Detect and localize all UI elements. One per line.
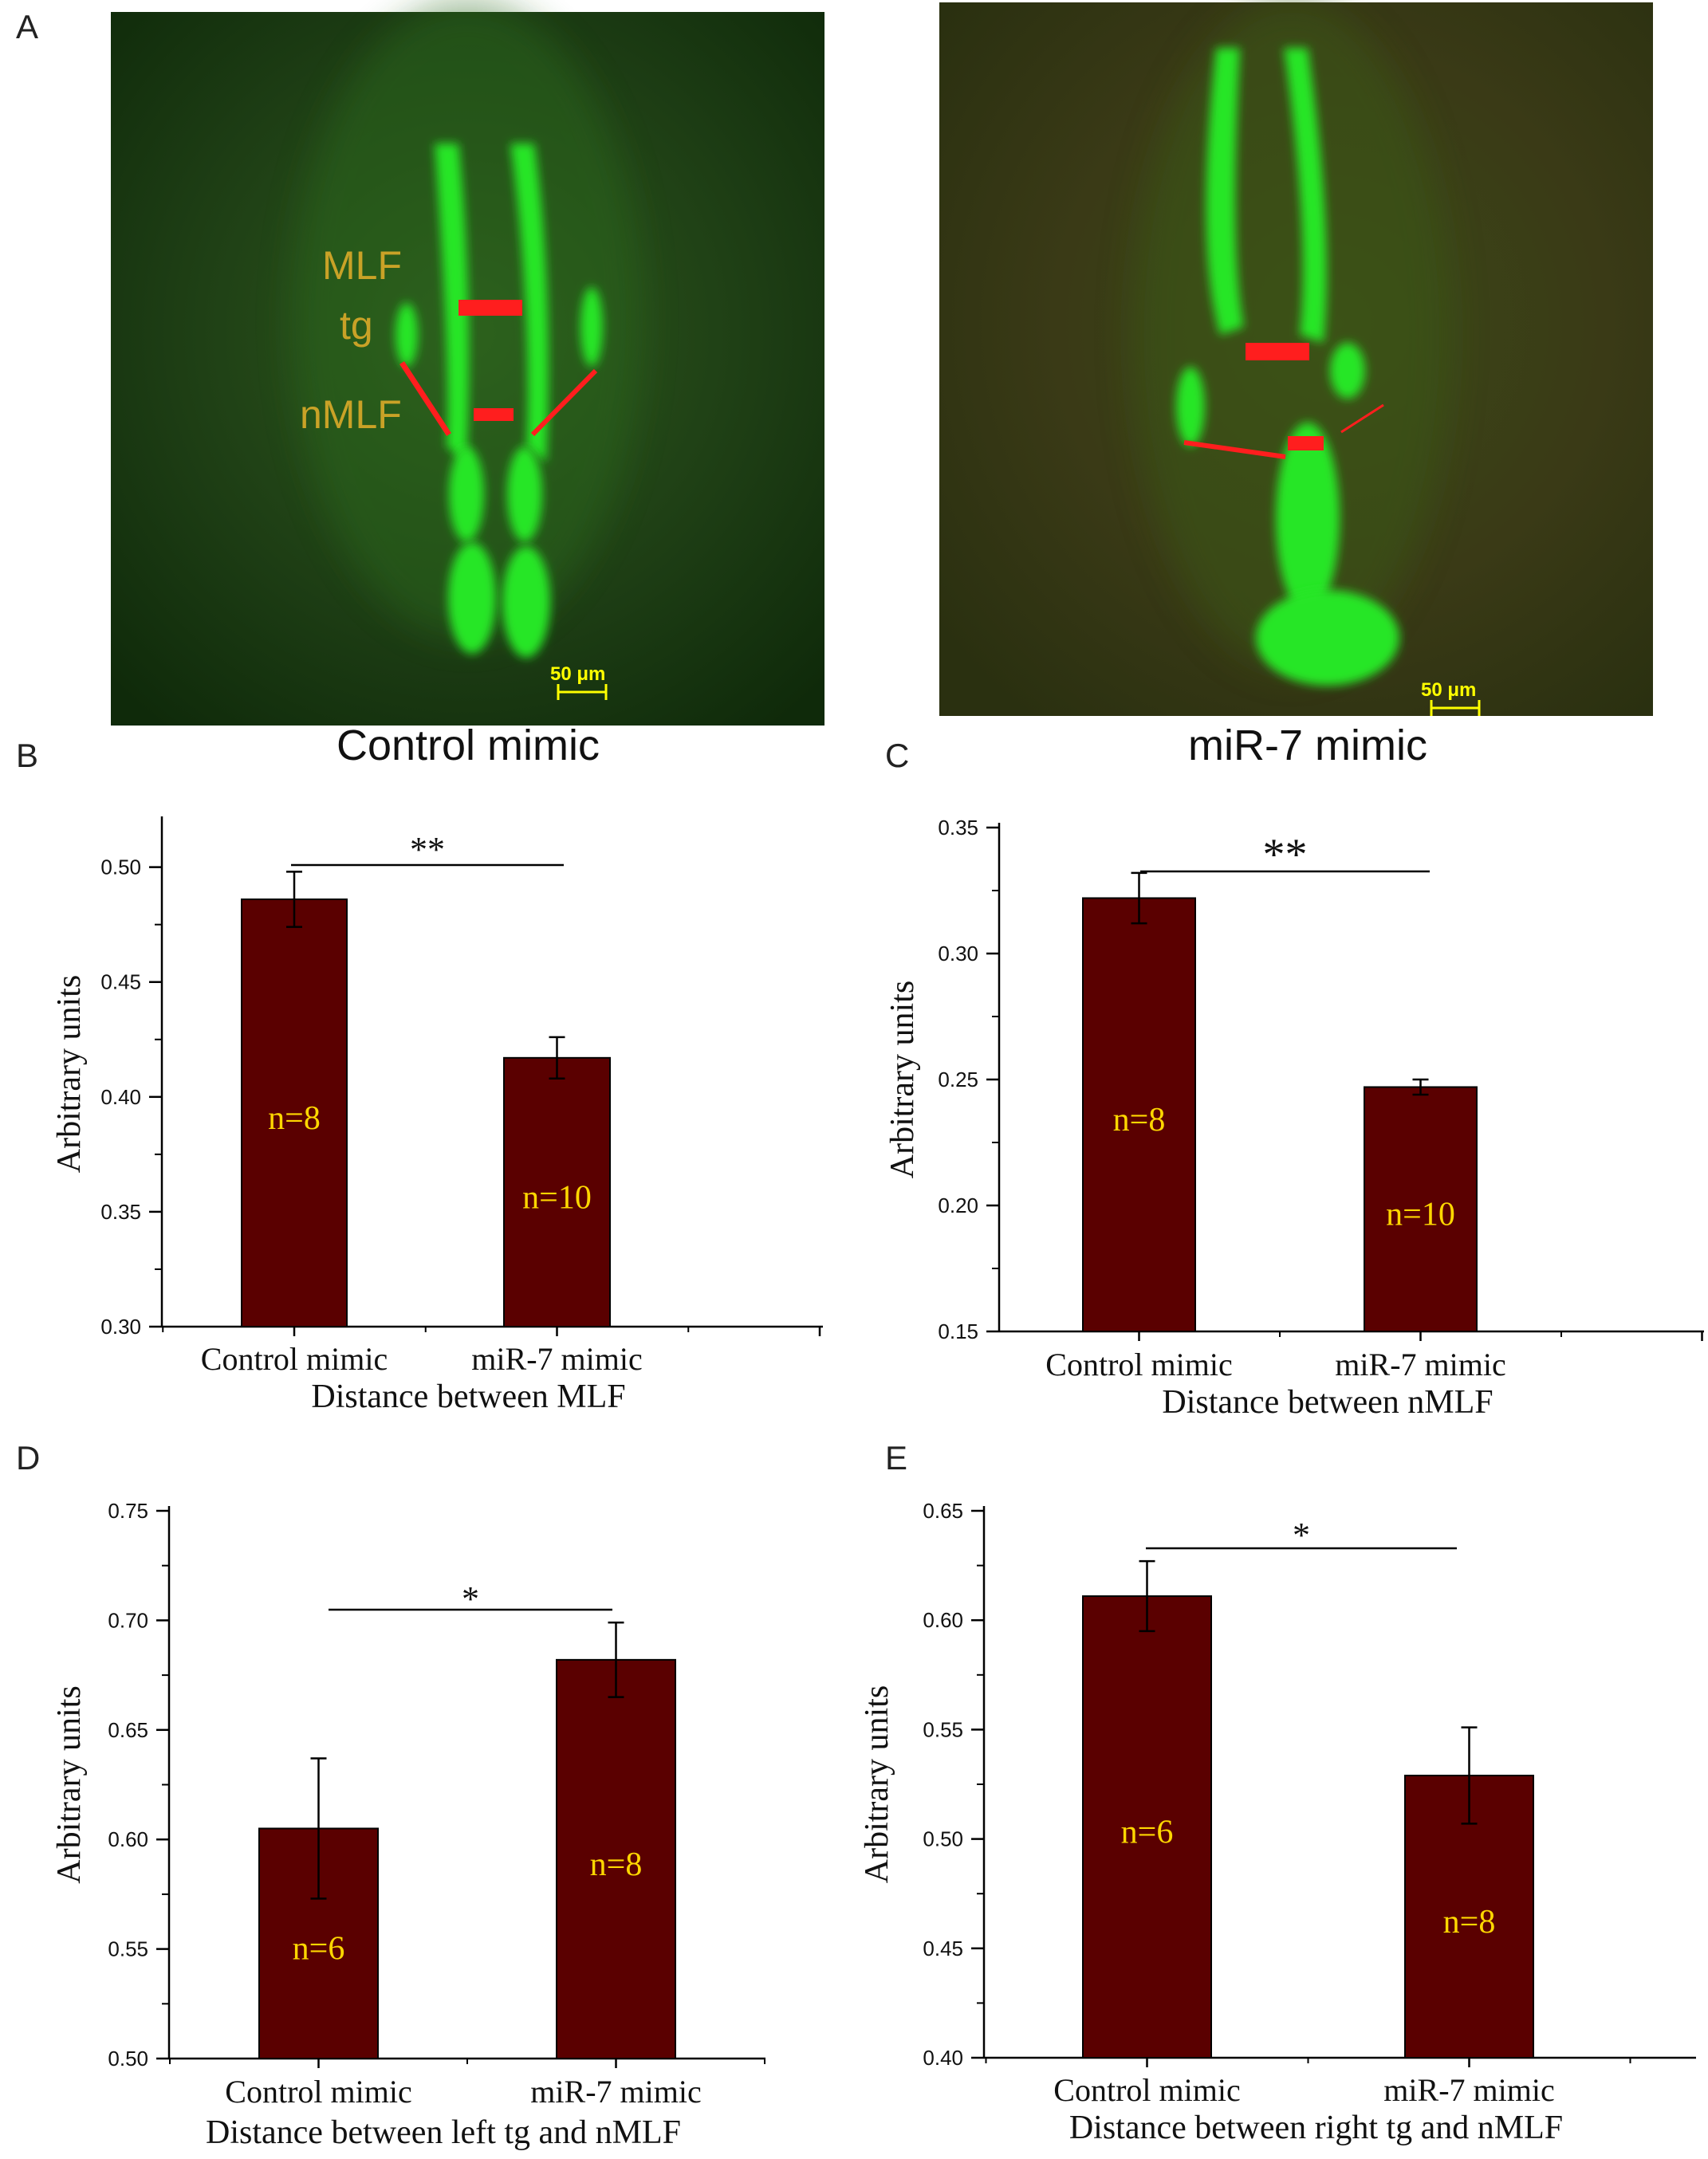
chart-e: 0.40 0.45 0.50 0.55 0.60 0.65 n=6 Control mimic… xyxy=(859,1499,1696,2146)
y-tick-label: 0.20 xyxy=(938,1194,978,1217)
mlf-marker-mir7 xyxy=(1246,343,1309,360)
nmlf-marker-mir7 xyxy=(1288,436,1324,450)
micrograph-mir7: 50 μm xyxy=(939,0,1653,716)
significance-stars: * xyxy=(1293,1516,1310,1555)
bar-n-label: n=8 xyxy=(590,1846,643,1883)
y-tick-label: 0.15 xyxy=(938,1319,978,1343)
y-tick-label: 0.55 xyxy=(108,1937,148,1961)
scale-bar-mir7-label: 50 μm xyxy=(1421,679,1476,701)
caption-mir7: miR-7 mimic xyxy=(1188,722,1427,769)
y-tick-label: 0.60 xyxy=(923,1608,963,1632)
tg-line-left-control xyxy=(399,361,451,436)
x-category-label: miR-7 mimic xyxy=(471,1341,642,1377)
x-category-label: miR-7 mimic xyxy=(530,2074,701,2110)
bar-n-label: n=6 xyxy=(1121,1815,1174,1851)
tg-line-right-mir7 xyxy=(1340,403,1384,434)
y-tick-label: 0.65 xyxy=(923,1499,963,1523)
caption-control: Control mimic xyxy=(336,722,600,769)
y-tick-label: 0.65 xyxy=(108,1718,148,1742)
significance-stars: ** xyxy=(1263,830,1308,879)
x-category-label: Control mimic xyxy=(201,1341,388,1377)
panel-letter-b: B xyxy=(16,737,38,774)
x-axis-title: Distance between left tg and nMLF xyxy=(206,2114,681,2151)
significance-stars: ** xyxy=(410,830,445,869)
x-category-label: Control mimic xyxy=(1045,1347,1232,1382)
bar xyxy=(1364,1086,1478,1332)
bar-n-label: n=10 xyxy=(522,1179,592,1216)
micrograph-control-fluorescence xyxy=(292,0,643,658)
y-tick-label: 0.30 xyxy=(938,942,978,965)
y-axis-title: Arbitrary units xyxy=(884,981,921,1178)
y-tick-label: 0.30 xyxy=(100,1315,141,1339)
panel-letter-c: C xyxy=(885,737,909,774)
bar-n-label: n=6 xyxy=(293,1931,345,1968)
bar-n-label: n=8 xyxy=(268,1100,321,1137)
y-tick-label: 0.70 xyxy=(108,1608,148,1632)
bar-n-label: n=8 xyxy=(1113,1102,1166,1138)
y-tick-label: 0.35 xyxy=(100,1200,141,1224)
chart-c: 0.15 0.20 0.25 0.30 0.35 n=8 Control mimic n=10… xyxy=(884,816,1704,1421)
y-axis-title: Arbitrary units xyxy=(51,975,88,1173)
y-tick-label: 0.45 xyxy=(100,970,141,994)
label-mlf: MLF xyxy=(322,243,402,288)
x-category-label: Control mimic xyxy=(225,2074,411,2110)
mlf-marker-control xyxy=(458,300,522,316)
panel-letter-e: E xyxy=(885,1439,907,1477)
x-axis-title: Distance between MLF xyxy=(311,1378,625,1415)
y-tick-label: 0.50 xyxy=(108,2047,148,2071)
label-nmlf: nMLF xyxy=(300,392,402,437)
y-axis-title: Arbitrary units xyxy=(51,1685,88,1883)
y-tick-label: 0.45 xyxy=(923,1937,963,1960)
scale-bar-mir7: 50 μm xyxy=(1421,679,1481,716)
y-tick-label: 0.50 xyxy=(100,855,141,879)
scale-bar-control-label: 50 μm xyxy=(550,663,605,685)
chart-d: 0.50 0.55 0.60 0.65 0.70 0.75 n=6 Control mimic… xyxy=(51,1499,765,2151)
x-axis-title: Distance between right tg and nMLF xyxy=(1069,2110,1563,2146)
panel-letter-d: D xyxy=(16,1439,40,1477)
bar xyxy=(556,1658,676,2059)
label-tg: tg xyxy=(340,303,373,348)
x-category-label: Control mimic xyxy=(1053,2072,1240,2108)
panel-letter-a: A xyxy=(16,8,38,45)
tg-line-left-mir7 xyxy=(1183,440,1286,459)
micrograph-mir7-fluorescence xyxy=(1132,0,1451,686)
bar xyxy=(241,898,348,1327)
y-tick-label: 0.75 xyxy=(108,1499,148,1523)
y-axis-title: Arbitrary units xyxy=(859,1685,895,1883)
bar xyxy=(1082,897,1196,1332)
y-tick-label: 0.40 xyxy=(100,1085,141,1109)
micrograph-control: MLF tg nMLF 50 μm xyxy=(111,0,824,726)
y-tick-label: 0.50 xyxy=(923,1827,963,1851)
bar-n-label: n=10 xyxy=(1386,1197,1455,1233)
chart-b: 0.30 0.35 0.40 0.45 0.50 n=8 Control mimic n=10… xyxy=(51,816,823,1415)
y-tick-label: 0.25 xyxy=(938,1068,978,1091)
x-axis-title: Distance between nMLF xyxy=(1162,1384,1493,1421)
y-tick-label: 0.55 xyxy=(923,1717,963,1741)
scale-bar-control: 50 μm xyxy=(550,663,608,700)
x-category-label: miR-7 mimic xyxy=(1335,1347,1505,1382)
x-category-label: miR-7 mimic xyxy=(1383,2072,1554,2108)
bar-n-label: n=8 xyxy=(1443,1904,1496,1941)
significance-stars: * xyxy=(462,1579,479,1618)
bar xyxy=(503,1056,611,1327)
y-tick-label: 0.40 xyxy=(923,2046,963,2070)
tg-line-right-control xyxy=(530,368,598,437)
bar xyxy=(1082,1595,1212,2059)
nmlf-marker-control xyxy=(474,408,514,421)
y-tick-label: 0.60 xyxy=(108,1827,148,1851)
y-tick-label: 0.35 xyxy=(938,816,978,840)
